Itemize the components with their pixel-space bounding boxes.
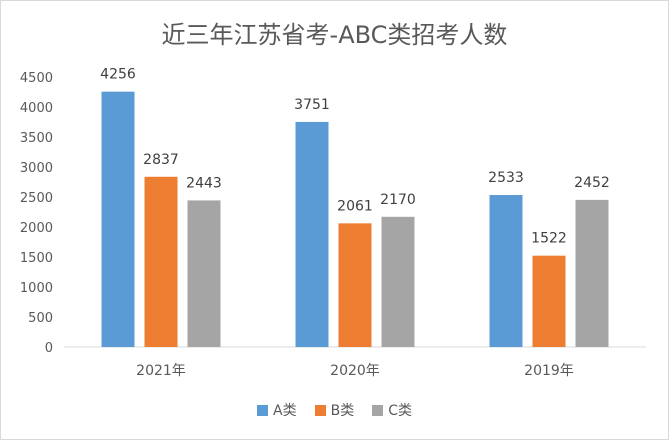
data-label: 2443 (186, 175, 222, 191)
legend-swatch (372, 404, 384, 416)
bar (381, 216, 415, 347)
y-tick-label: 3500 (20, 131, 53, 146)
y-tick-label: 0 (45, 341, 53, 356)
data-label: 2170 (380, 192, 416, 208)
y-tick-label: 4500 (20, 71, 53, 86)
bar (295, 121, 329, 347)
y-tick-label: 4000 (20, 101, 53, 116)
bar (144, 176, 178, 347)
bar (338, 223, 372, 347)
data-label: 3751 (294, 97, 330, 113)
legend-swatch (257, 404, 269, 416)
chart-legend: A类 B类 C类 (1, 400, 668, 420)
y-tick-label: 2000 (20, 221, 53, 236)
y-tick-label: 500 (28, 311, 53, 326)
data-label: 4256 (100, 67, 136, 83)
bar (101, 91, 135, 347)
data-label: 1522 (531, 231, 567, 247)
legend-item: A类 (257, 400, 297, 420)
y-tick-label: 2500 (20, 191, 53, 206)
bar (532, 255, 566, 347)
y-tick-label: 1000 (20, 281, 53, 296)
y-tick-label: 1500 (20, 251, 53, 266)
x-tick-label: 2021年 (136, 363, 186, 379)
legend-label: C类 (388, 403, 412, 419)
bar (575, 199, 609, 347)
legend-item: C类 (372, 400, 412, 420)
data-label: 2533 (488, 170, 524, 186)
legend-label: A类 (273, 403, 297, 419)
data-label: 2452 (574, 175, 610, 191)
bar (489, 195, 523, 347)
data-label: 2061 (337, 198, 373, 214)
legend-item: B类 (314, 400, 355, 420)
bar (187, 200, 221, 347)
data-label: 2837 (143, 152, 179, 168)
y-tick-label: 3000 (20, 161, 53, 176)
x-tick-label: 2019年 (524, 363, 574, 379)
legend-swatch (314, 404, 326, 416)
x-tick-label: 2020年 (330, 363, 380, 379)
legend-label: B类 (330, 403, 355, 419)
chart-title: 近三年江苏省考-ABC类招考人数 (161, 21, 508, 49)
